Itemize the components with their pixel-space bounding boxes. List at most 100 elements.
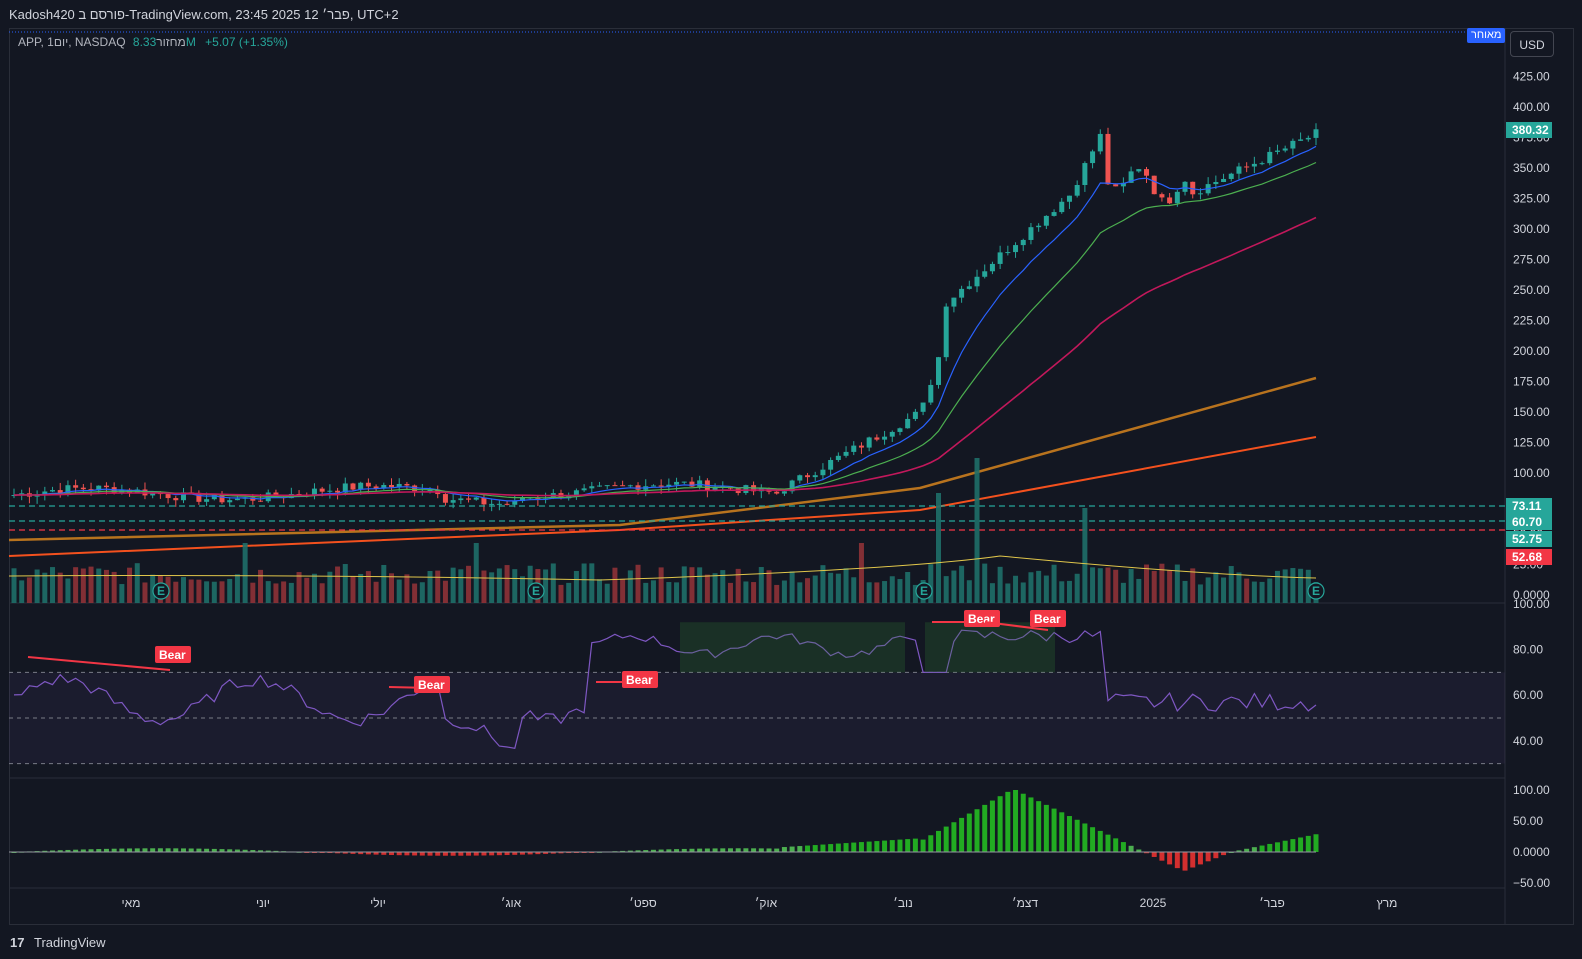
volume-bar: [34, 569, 40, 603]
osc-bar: [897, 839, 903, 852]
volume-bar: [427, 570, 433, 603]
volume-bar: [335, 566, 341, 603]
volume-bar: [766, 570, 772, 603]
volume-bar: [389, 573, 395, 603]
candle-body: [1097, 133, 1103, 152]
osc-bar: [812, 845, 818, 852]
currency-button[interactable]: USD: [1510, 31, 1554, 57]
osc-tick-label: 50.00: [1513, 814, 1543, 828]
candle-body: [1151, 175, 1157, 195]
footer: 17 TradingView: [0, 925, 1582, 959]
osc-bar: [473, 852, 479, 856]
price-tick-label: 250.00: [1513, 283, 1550, 297]
osc-bar: [188, 848, 194, 852]
osc-bar: [650, 849, 656, 852]
osc-bar: [466, 852, 472, 856]
candle-body: [858, 445, 864, 448]
osc-bar: [119, 848, 125, 852]
osc-bar: [643, 850, 649, 852]
volume-bar: [1236, 572, 1242, 603]
candle-body: [11, 495, 17, 497]
osc-bar: [912, 838, 918, 852]
volume-bar: [450, 567, 456, 603]
volume-bar: [265, 581, 271, 603]
osc-bar: [974, 809, 980, 852]
candle-body: [42, 491, 48, 495]
candle-body: [412, 485, 418, 492]
candle-body: [589, 486, 595, 489]
volume-bar: [643, 582, 649, 603]
osc-bar: [720, 848, 726, 852]
candle-body: [627, 485, 633, 487]
osc-bar: [96, 849, 102, 852]
volume-bar: [905, 571, 911, 603]
osc-bar: [766, 848, 772, 852]
candle-body: [1290, 140, 1296, 149]
candle-body: [1159, 194, 1165, 198]
volume-bar: [527, 565, 533, 603]
osc-bar: [620, 850, 626, 852]
osc-bar: [905, 839, 911, 852]
osc-bar: [103, 848, 109, 852]
candle-body: [912, 411, 918, 419]
volume-bar: [635, 564, 641, 603]
osc-bar: [1013, 790, 1019, 852]
candle-body: [959, 288, 965, 298]
publish-header: Kadosh420 פורסם ב-TradingView.com, 23:45…: [0, 0, 1582, 28]
candles: [11, 123, 1319, 512]
volume-bar: [65, 578, 71, 603]
volume-bar: [589, 563, 595, 603]
volume-bar: [1197, 584, 1203, 603]
volume-bar: [1144, 564, 1150, 603]
osc-bar: [258, 850, 264, 852]
candle-body: [1074, 184, 1080, 196]
candle-body: [227, 500, 233, 503]
candle-body: [1282, 148, 1288, 151]
osc-bar: [951, 822, 957, 852]
osc-bar: [1028, 797, 1034, 852]
last-price-tag-text: 380.32: [1512, 123, 1549, 137]
volume-bar: [735, 568, 741, 603]
candle-body: [851, 445, 857, 452]
volume-bar: [851, 577, 857, 603]
osc-bar: [1005, 791, 1011, 852]
osc-bar: [373, 852, 379, 855]
candle-body: [635, 485, 641, 490]
earnings-marker-circle: [152, 582, 170, 600]
volume-bar: [412, 583, 418, 603]
volume-bar: [1136, 578, 1142, 603]
candle-body: [258, 500, 264, 502]
price-tick-label: 325.00: [1513, 192, 1550, 206]
volume-bar: [1267, 578, 1273, 603]
candle-body: [1305, 137, 1311, 140]
volume-bar: [373, 581, 379, 603]
osc-histogram: [11, 790, 1319, 871]
volume-bar: [743, 581, 749, 603]
osc-bar: [450, 852, 456, 856]
delayed-badge: מאוחר: [1467, 28, 1506, 43]
published-text: Kadosh420 פורסם ב-TradingView.com, 23:45…: [9, 7, 399, 22]
bear-divergence-line: [984, 621, 1049, 631]
osc-bar: [558, 852, 564, 854]
candle-body: [743, 485, 749, 493]
osc-tick-label: 0.0000: [1513, 845, 1550, 859]
volume-bar: [180, 577, 186, 603]
candle-body: [1197, 193, 1203, 195]
rsi-line: [13, 629, 1317, 749]
volume-bar: [304, 577, 310, 603]
volume-bar: [1244, 578, 1250, 603]
symbol-text: APP, 1יום, NASDAQ: [18, 35, 126, 49]
chart-frame[interactable]: [9, 28, 1574, 925]
volume-bar: [1251, 581, 1257, 603]
volume-bar: [1059, 581, 1065, 603]
volume-bar: [897, 579, 903, 603]
osc-bar: [435, 852, 441, 856]
volume-bar: [858, 543, 864, 603]
volume-bar: [1043, 575, 1049, 603]
volume-bar: [789, 571, 795, 603]
osc-bar: [1267, 843, 1273, 852]
candle-body: [1036, 225, 1042, 228]
osc-bar: [1313, 834, 1319, 852]
osc-bar: [180, 848, 186, 852]
